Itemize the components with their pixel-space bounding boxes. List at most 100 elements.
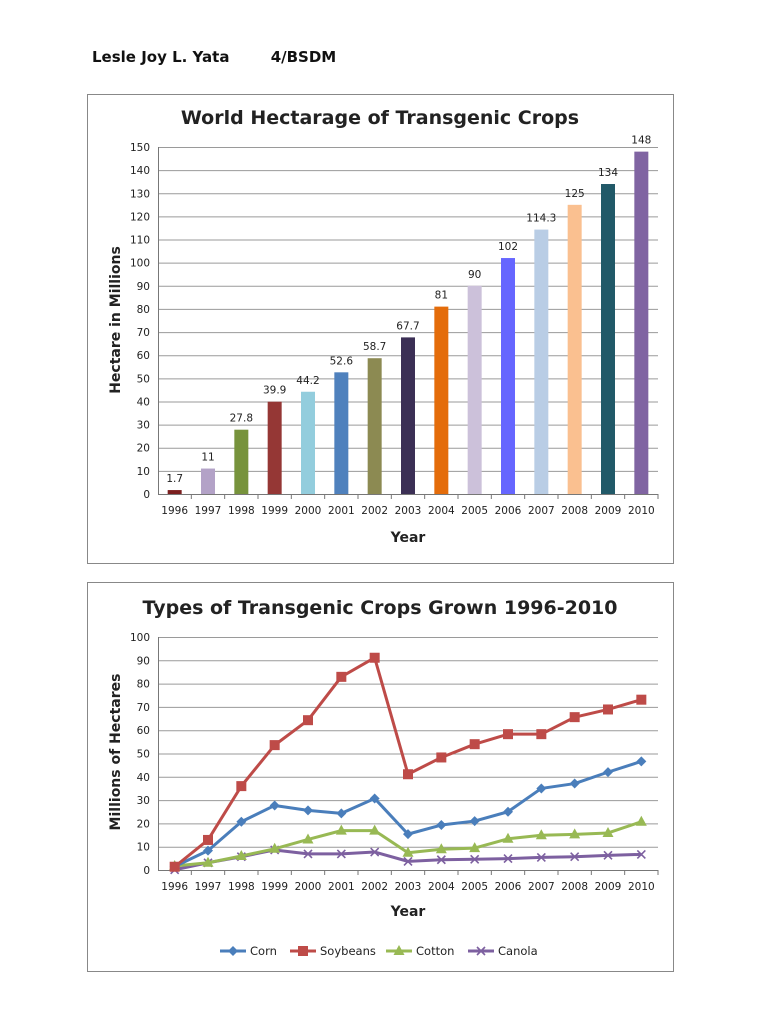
section-label: 4/BSDM — [270, 48, 337, 66]
y-tick-label: 0 — [143, 489, 150, 501]
y-tick-label: 40 — [137, 772, 150, 784]
y-tick-label: 50 — [137, 373, 150, 385]
data-point-1996 — [169, 861, 180, 872]
data-point-1998 — [236, 816, 247, 827]
data-point-1997 — [203, 834, 213, 845]
bar-2008 — [567, 204, 582, 495]
y-tick-label: 120 — [130, 211, 150, 223]
bar-chart-ylabel: Hectare in Millions — [108, 246, 124, 394]
data-point-1998 — [236, 781, 247, 792]
bar-2010 — [634, 151, 649, 495]
x-tick-label: 1999 — [261, 881, 288, 893]
bar-1999 — [267, 401, 282, 494]
data-point-2005 — [470, 854, 480, 864]
data-label: 27.8 — [230, 413, 253, 425]
y-tick-label: 110 — [130, 235, 150, 247]
y-tick-label: 90 — [137, 655, 150, 667]
series-corn — [169, 756, 647, 872]
data-point-2007 — [536, 852, 546, 862]
y-tick-label: 80 — [137, 679, 150, 691]
data-point-2004 — [436, 820, 447, 831]
y-tick-label: 50 — [137, 749, 150, 761]
y-tick-label: 100 — [130, 632, 150, 644]
y-tick-label: 70 — [137, 327, 150, 339]
data-label: 39.9 — [263, 385, 286, 397]
x-tick-label: 2002 — [361, 505, 388, 517]
data-point-2010 — [636, 694, 647, 705]
data-point-2004 — [436, 752, 447, 763]
data-point-2003 — [403, 856, 413, 866]
x-tick-label: 2007 — [528, 881, 555, 893]
y-tick-label: 40 — [137, 396, 150, 408]
data-point-1997 — [202, 856, 214, 867]
x-tick-label: 2006 — [495, 881, 522, 893]
y-tick-label: 80 — [137, 304, 150, 316]
line-chart-xlabel: Year — [390, 904, 426, 920]
legend-marker-square — [298, 946, 308, 956]
y-tick-label: 10 — [137, 466, 150, 478]
x-tick-label: 2006 — [495, 505, 522, 517]
data-point-1999 — [269, 842, 281, 853]
bar-1998 — [234, 429, 249, 494]
data-point-2002 — [369, 652, 380, 663]
data-point-2010 — [636, 849, 646, 859]
data-label: 11 — [201, 452, 214, 464]
data-point-2006 — [503, 729, 513, 740]
data-point-2007 — [536, 729, 547, 740]
data-point-2008 — [569, 828, 581, 839]
x-tick-label: 2009 — [595, 881, 622, 893]
x-tick-label: 1997 — [195, 881, 222, 893]
data-label: 125 — [565, 188, 585, 200]
data-label: 148 — [631, 135, 651, 147]
y-tick-label: 60 — [137, 725, 150, 737]
x-tick-label: 2010 — [628, 505, 655, 517]
data-label: 102 — [498, 241, 518, 253]
data-point-2007 — [535, 829, 547, 840]
data-label: 134 — [598, 167, 618, 179]
x-tick-label: 1998 — [228, 505, 255, 517]
data-point-2007 — [536, 783, 547, 794]
data-point-1999 — [269, 800, 280, 811]
line-chart-title: Types of Transgenic Crops Grown 1996-201… — [143, 597, 618, 619]
data-label: 81 — [435, 290, 448, 302]
y-tick-label: 140 — [130, 165, 150, 177]
x-tick-label: 2000 — [295, 881, 322, 893]
data-point-2009 — [602, 826, 614, 837]
x-tick-label: 2001 — [328, 881, 355, 893]
data-point-2006 — [502, 832, 514, 843]
bar-chart-plot: 0 10 20 30 40 50 60 70 80 90 100 110 120 130 140 150 199… — [130, 135, 659, 517]
x-tick-label: 2005 — [461, 505, 488, 517]
x-tick-label: 1998 — [228, 881, 255, 893]
data-point-2001 — [336, 671, 347, 682]
legend-label: Cotton — [416, 944, 454, 958]
x-tick-label: 1997 — [195, 505, 222, 517]
data-point-2005 — [469, 739, 480, 750]
bar-2006 — [501, 258, 515, 494]
x-tick-label: 1996 — [161, 881, 188, 893]
data-point-2004 — [436, 855, 446, 865]
data-label: 58.7 — [363, 341, 386, 353]
x-tick-label: 1996 — [161, 505, 188, 517]
x-tick-label: 1999 — [261, 505, 288, 517]
y-tick-label: 60 — [137, 350, 150, 362]
data-point-2003 — [403, 769, 413, 780]
data-point-2008 — [569, 778, 580, 789]
data-label: 1.7 — [166, 473, 183, 485]
y-tick-label: 30 — [137, 420, 150, 432]
data-point-2005 — [469, 842, 481, 853]
bar-1997 — [201, 468, 215, 494]
bar-2005 — [467, 285, 482, 494]
legend-marker-x — [476, 946, 486, 956]
line-chart-ylabel: Millions of Hectares — [108, 674, 124, 831]
x-tick-label: 2000 — [295, 505, 322, 517]
x-tick-label: 2010 — [628, 881, 655, 893]
data-point-2002 — [369, 793, 380, 804]
bar-chart-title: World Hectarage of Transgenic Crops — [181, 107, 579, 129]
legend-marker-diamond — [228, 946, 238, 956]
bar-chart-xlabel: Year — [390, 530, 426, 546]
y-tick-label: 20 — [137, 818, 150, 830]
line-chart-legend: Corn Soybeans Cotton Canola — [220, 944, 538, 958]
bar-2001 — [334, 372, 349, 494]
data-label: 90 — [468, 269, 481, 281]
author-name: Lesle Joy L. Yata — [92, 48, 230, 66]
